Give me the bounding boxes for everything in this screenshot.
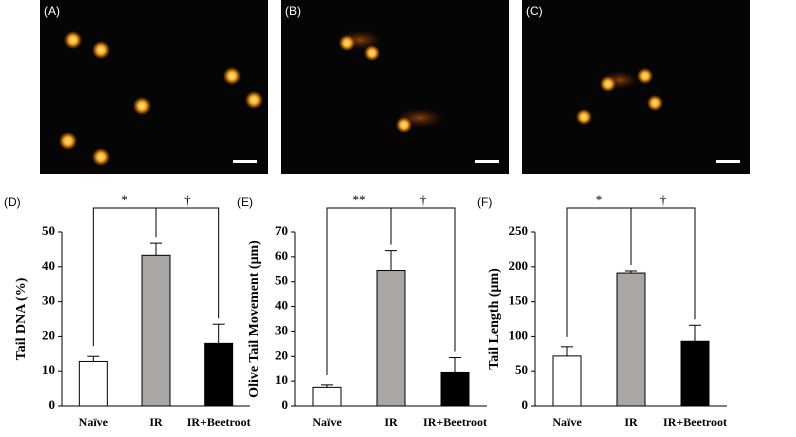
y-tick-label: 40	[42, 258, 55, 273]
y-tick-label: 50	[275, 273, 288, 288]
significance-label: †	[184, 192, 191, 207]
image-b: (B)	[281, 0, 509, 174]
x-tick-label: IR	[149, 415, 163, 429]
bar	[141, 254, 171, 407]
y-tick-label: 50	[515, 362, 528, 377]
y-tick-label: 100	[509, 327, 529, 342]
bar	[376, 270, 406, 407]
y-tick-label: 150	[509, 293, 529, 308]
x-tick-label: Naïve	[79, 415, 109, 429]
significance-label: †	[420, 192, 427, 207]
significance-bracket	[630, 207, 696, 320]
panel-label: (B)	[285, 4, 301, 18]
significance-bracket	[155, 207, 220, 319]
significance-label: **	[353, 192, 366, 207]
y-tick-label: 40	[275, 298, 288, 313]
x-tick-label: Naïve	[552, 415, 582, 429]
x-tick-label: IR+Beetroot	[663, 415, 727, 429]
y-tick-label: 0	[49, 397, 56, 412]
y-tick-label: 30	[275, 322, 288, 337]
image-c: (C)	[522, 0, 750, 174]
y-tick-label: 60	[275, 248, 288, 263]
y-tick-label: 50	[42, 223, 55, 238]
panel-label: (F)	[477, 195, 492, 209]
panel-label: (D)	[4, 195, 21, 209]
y-tick-label: 70	[275, 223, 288, 238]
significance-label: *	[121, 192, 128, 207]
bar	[312, 386, 342, 407]
bar	[616, 272, 646, 407]
y-tick-label: 0	[282, 397, 289, 412]
y-tick-label: 10	[42, 362, 55, 377]
y-tick-label: 200	[509, 258, 529, 273]
y-tick-label: 30	[42, 293, 55, 308]
y-axis-label: Tail Length (μm)	[487, 268, 502, 370]
significance-label: *	[596, 192, 603, 207]
y-axis-label: Olive Tail Movement (μm)	[247, 240, 262, 398]
panel-label: (E)	[237, 195, 253, 209]
significance-label: †	[660, 192, 667, 207]
x-tick-label: IR+Beetroot	[423, 415, 487, 429]
y-tick-label: 0	[522, 397, 529, 412]
x-tick-label: IR	[384, 415, 398, 429]
x-tick-label: Naïve	[312, 415, 342, 429]
bar	[552, 355, 582, 407]
significance-bracket	[390, 207, 456, 352]
bar	[78, 360, 108, 407]
x-tick-label: IR	[624, 415, 638, 429]
bar	[440, 371, 470, 407]
x-tick-label: IR+Beetroot	[187, 415, 251, 429]
panel-label: (A)	[44, 4, 60, 18]
y-tick-label: 20	[275, 347, 288, 362]
y-tick-label: 250	[509, 223, 529, 238]
bar	[204, 342, 234, 407]
y-axis-label: Tail DNA (%)	[14, 277, 29, 360]
bar	[680, 340, 710, 407]
y-tick-label: 10	[275, 372, 288, 387]
panel-label: (C)	[526, 4, 543, 18]
y-tick-label: 20	[42, 327, 55, 342]
image-a: (A)	[40, 0, 268, 174]
